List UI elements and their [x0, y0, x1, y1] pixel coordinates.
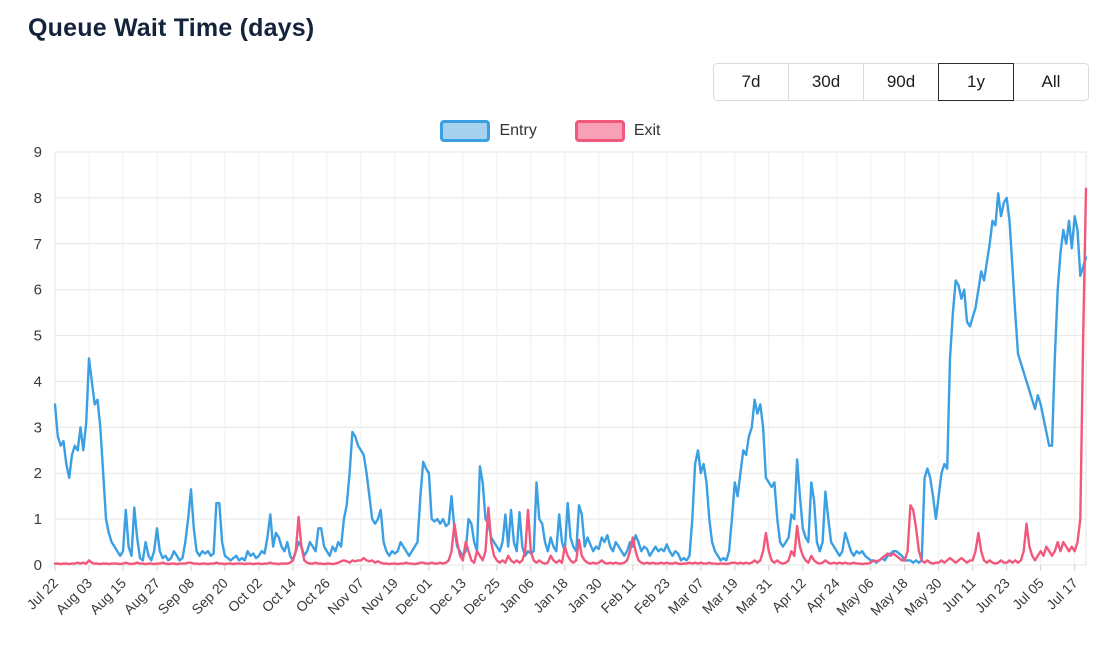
x-tick-label: Oct 14 — [259, 575, 300, 616]
x-tick-label: Jun 23 — [972, 575, 1013, 616]
x-tick-label: Feb 11 — [598, 575, 640, 617]
legend-label-exit: Exit — [633, 122, 661, 139]
page-title: Queue Wait Time (days) — [28, 14, 315, 42]
x-tick-label: Jan 30 — [564, 575, 605, 616]
range-button-30d[interactable]: 30d — [788, 63, 864, 101]
entry-series-line — [53, 192, 1088, 564]
y-tick-label: 4 — [34, 373, 42, 390]
range-button-1y[interactable]: 1y — [938, 63, 1014, 101]
x-tick-label: Dec 13 — [426, 575, 469, 618]
range-button-7d[interactable]: 7d — [713, 63, 789, 101]
range-button-all[interactable]: All — [1013, 63, 1089, 101]
chart-legend: Entry Exit — [0, 120, 1101, 142]
x-tick-label: Mar 31 — [733, 575, 775, 617]
y-tick-label: 1 — [34, 511, 42, 528]
x-tick-label: Aug 03 — [52, 575, 95, 618]
x-tick-label: Jan 18 — [530, 575, 571, 616]
x-tick-label: Sep 08 — [154, 575, 197, 618]
legend-label-entry: Entry — [499, 122, 537, 139]
x-tick-label: Sep 20 — [188, 575, 231, 618]
legend-item-entry[interactable]: Entry — [440, 120, 537, 142]
x-tick-label: Oct 02 — [225, 575, 266, 616]
y-tick-label: 9 — [34, 146, 42, 161]
x-tick-label: Nov 07 — [324, 575, 367, 618]
x-tick-label: Aug 15 — [86, 575, 129, 618]
y-tick-label: 5 — [34, 328, 42, 345]
x-tick-label: May 30 — [901, 575, 945, 619]
x-tick-label: Dec 01 — [392, 575, 435, 618]
legend-item-exit[interactable]: Exit — [574, 120, 661, 142]
y-tick-label: 2 — [34, 465, 42, 482]
chart-area[interactable]: 0 1 2 3 4 5 6 7 8 9 Jul 22 Aug 03 Aug 15 Aug 27 Sep 08… — [0, 144, 1101, 652]
y-tick-label: 8 — [34, 190, 42, 207]
x-tick-label: Jul 05 — [1009, 575, 1047, 613]
x-tick-label: Apr 12 — [768, 575, 809, 616]
x-tick-label: Jul 17 — [1043, 575, 1081, 613]
x-tick-label: Mar 19 — [699, 575, 741, 617]
entry-series-swatch — [440, 120, 491, 142]
x-tick-label: Aug 27 — [120, 575, 163, 618]
x-tick-label: Mar 07 — [665, 575, 707, 617]
x-tick-label: Feb 23 — [631, 575, 673, 617]
range-button-90d[interactable]: 90d — [863, 63, 939, 101]
y-tick-label: 7 — [34, 236, 42, 253]
x-tick-label: Nov 19 — [358, 575, 401, 618]
y-tick-label: 6 — [34, 282, 42, 299]
exit-series-swatch — [574, 120, 625, 142]
range-selector: 7d 30d 90d 1y All — [713, 63, 1089, 101]
y-tick-label: 3 — [34, 419, 42, 436]
x-tick-label: Jan 06 — [496, 575, 537, 616]
x-tick-label: Dec 25 — [460, 575, 503, 618]
x-tick-label: Jun 11 — [939, 575, 979, 615]
y-tick-label: 0 — [34, 557, 42, 574]
exit-series-line — [53, 187, 1088, 566]
